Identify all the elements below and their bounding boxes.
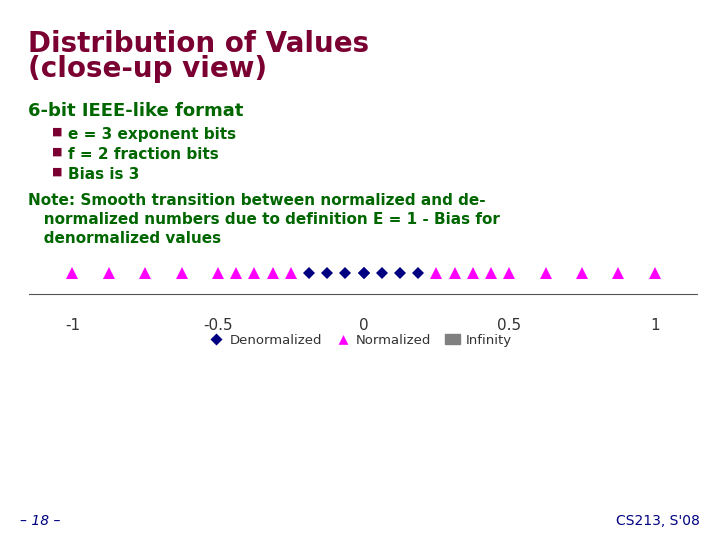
Text: ■: ■ — [52, 167, 63, 177]
Text: (close-up view): (close-up view) — [28, 55, 267, 83]
Legend: Denormalized, Normalized, Infinity: Denormalized, Normalized, Infinity — [203, 328, 517, 352]
Text: denormalized values: denormalized values — [28, 231, 221, 246]
Text: normalized numbers due to definition E = 1 - Bias for: normalized numbers due to definition E =… — [28, 212, 500, 227]
Text: f = 2 fraction bits: f = 2 fraction bits — [68, 147, 219, 162]
Text: ■: ■ — [52, 147, 63, 157]
Text: – 18 –: – 18 – — [20, 514, 60, 528]
Text: ■: ■ — [52, 127, 63, 137]
Text: Note: Smooth transition between normalized and de-: Note: Smooth transition between normaliz… — [28, 193, 485, 208]
Text: e = 3 exponent bits: e = 3 exponent bits — [68, 127, 236, 142]
Text: 6-bit IEEE-like format: 6-bit IEEE-like format — [28, 102, 243, 120]
Text: Bias is 3: Bias is 3 — [68, 167, 140, 182]
Text: Distribution of Values: Distribution of Values — [28, 30, 369, 58]
Text: CS213, S'08: CS213, S'08 — [616, 514, 700, 528]
